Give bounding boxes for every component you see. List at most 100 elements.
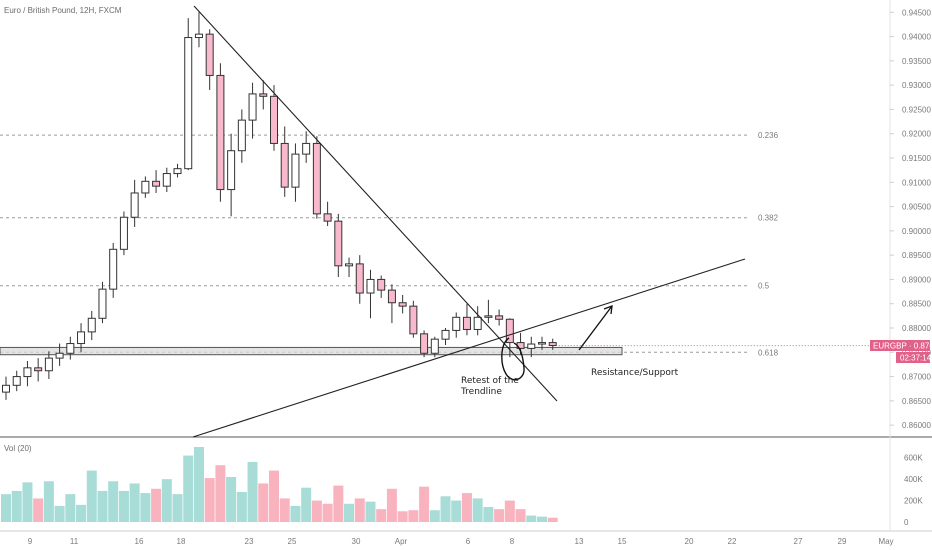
time-tick-label: 13 [575, 537, 584, 546]
volume-indicator-label[interactable]: Vol (20) [4, 444, 32, 453]
candle-body [495, 315, 504, 320]
time-tick-label: Apr [395, 537, 408, 546]
candle-body [441, 329, 450, 340]
resistance-support-text: Resistance/Support [591, 368, 679, 378]
price-tick-label: 0.88500 [902, 300, 931, 309]
candle-body [66, 343, 75, 354]
candle-body [270, 95, 278, 144]
candle-body [98, 288, 107, 319]
candle-body [184, 37, 193, 170]
price-tick-label: 0.87000 [902, 373, 931, 382]
volume-bar [386, 488, 397, 522]
volume-bar [365, 501, 376, 522]
candle-body [505, 318, 514, 344]
volume-bar [161, 479, 172, 522]
candle-body [280, 142, 289, 188]
volume-bar [258, 483, 269, 522]
volume-bar [483, 507, 494, 522]
candle-body [538, 342, 546, 345]
candle-body [312, 142, 321, 215]
time-tick-label: 25 [288, 537, 297, 546]
price-tag-symbol: EURGBP · 0.87638 [873, 342, 932, 351]
candle-body [205, 33, 214, 76]
volume-bar [279, 498, 290, 522]
fib-label: 0.618 [758, 348, 779, 357]
volume-bar [43, 481, 54, 522]
resistance-support-annotation: Resistance/Support [578, 305, 679, 378]
candle-body [473, 316, 482, 330]
volume-bar [322, 503, 333, 522]
volume-bar [33, 498, 44, 522]
time-tick-label: 11 [70, 537, 79, 546]
candle-body [462, 316, 471, 330]
descending-trendline [193, 5, 558, 402]
candle-body [302, 142, 311, 155]
volume-bar [376, 509, 387, 522]
price-tick-label: 0.90000 [902, 227, 931, 236]
volume-bar [11, 490, 22, 522]
candle-body [12, 376, 21, 386]
price-tag-bg [870, 340, 930, 351]
candle-body [259, 93, 268, 97]
volume-bar [451, 500, 462, 522]
time-tick-label: 27 [794, 537, 803, 546]
volume-bar [204, 478, 215, 522]
candle-body [387, 289, 396, 304]
candle-body [119, 216, 128, 250]
candle-body [227, 150, 236, 191]
fib-label: 0.382 [758, 214, 779, 223]
price-tick-label: 0.92000 [902, 130, 931, 139]
volume-bar [151, 488, 162, 522]
volume-bar [494, 509, 505, 522]
volume-bar [344, 503, 355, 522]
candle-body [323, 213, 332, 222]
candle-body [452, 316, 461, 331]
time-tick-label: 15 [618, 537, 627, 546]
price-tick-label: 0.86000 [902, 421, 931, 430]
volume-bar [247, 462, 258, 522]
volume-bar [515, 509, 526, 522]
candle-body [87, 317, 96, 333]
price-tick-label: 0.94000 [902, 33, 931, 42]
volume-bar [236, 492, 247, 522]
candle-body [366, 278, 375, 294]
candle-body [398, 302, 407, 307]
candle-body [173, 168, 182, 175]
volume-bar [354, 498, 365, 522]
volume-bar [526, 515, 537, 522]
candle-body [162, 173, 171, 187]
volume-tick-label: 0 [904, 518, 909, 527]
candle-body [430, 338, 439, 354]
candle-body [44, 357, 53, 372]
price-tag[interactable]: EURGBP · 0.87638 02:37:14 [870, 340, 932, 363]
candle-body [237, 119, 246, 152]
time-tick-label: 22 [728, 537, 737, 546]
candle-body [141, 180, 150, 194]
fib-label: 0.236 [758, 131, 779, 140]
time-tick-label: 18 [177, 537, 186, 546]
volume-bar [118, 490, 129, 522]
arrow-head-icon [603, 305, 613, 315]
retest-circle [501, 337, 525, 381]
candle-body [345, 263, 354, 267]
time-tick-label: 6 [466, 537, 471, 546]
volume-bar [86, 470, 97, 522]
candles [2, 12, 557, 400]
candle-body [484, 315, 493, 318]
volume-bar [461, 493, 472, 522]
symbol-title[interactable]: Euro / British Pound, 12H, FXCM [4, 6, 122, 15]
time-tick-label: 30 [352, 537, 361, 546]
trendlines [192, 5, 890, 438]
volume-bar [472, 498, 483, 522]
candle-body [130, 192, 139, 218]
volume-bar [537, 516, 547, 522]
fib-levels: 0.236 0.382 0.5 0.618 [0, 131, 779, 357]
volume-bar [183, 455, 194, 522]
candle-body [77, 331, 86, 345]
candle-body [34, 367, 43, 372]
volume-tick-label: 600K [904, 454, 923, 463]
volume-bar [215, 465, 226, 522]
candle-body [109, 248, 118, 290]
price-tick-label: 0.93000 [902, 81, 931, 90]
fib-label: 0.5 [758, 282, 770, 291]
